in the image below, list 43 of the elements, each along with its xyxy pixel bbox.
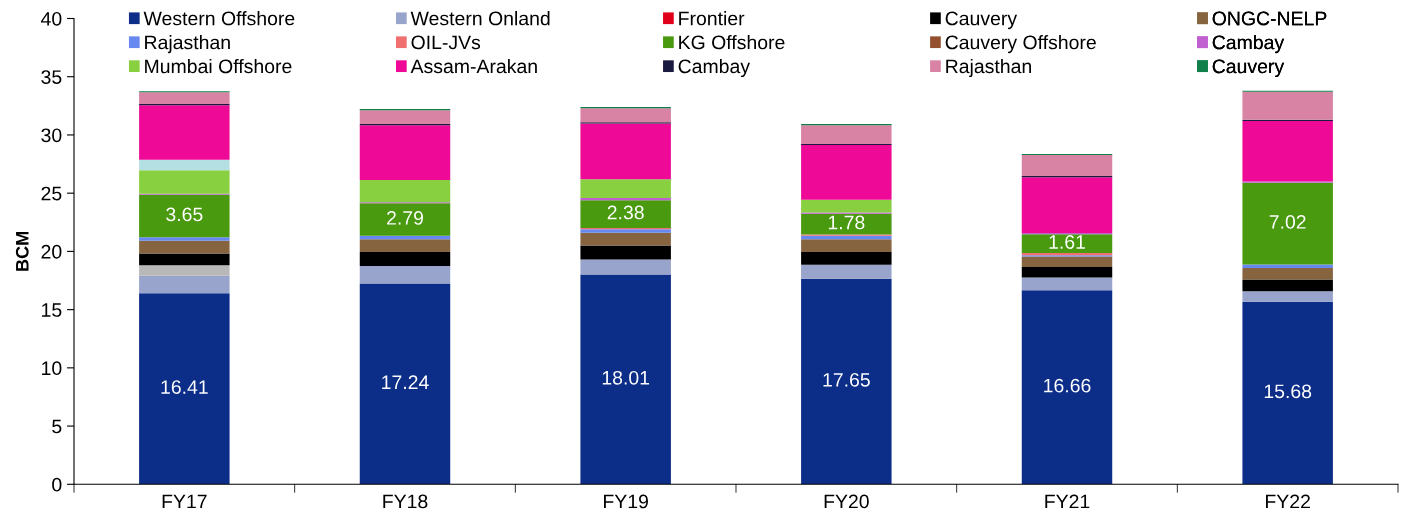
legend-label: KG Offshore (679, 35, 785, 50)
x-tick-label: FY17 (162, 494, 207, 509)
data-label: 2.38 (607, 205, 644, 220)
legend-label: Cauvery (1212, 59, 1285, 78)
y-axis-title: BCM (15, 232, 29, 271)
legend-label: Western Offshore (143, 11, 295, 26)
y-tick-label: 30 (41, 128, 62, 143)
data-label: 17.24 (382, 375, 429, 389)
legend-label: Cambay (1212, 35, 1285, 54)
data-label: 2.79 (387, 211, 423, 225)
data-label: 7.02 (1269, 215, 1306, 229)
y-tick-label: 20 (41, 244, 62, 259)
y-tick-label: 40 (41, 11, 62, 26)
y-tick-label: 0 (52, 477, 62, 492)
data-label: 18.01 (602, 370, 650, 385)
x-tick-label: FY21 (1045, 494, 1090, 509)
y-tick-label: 5 (52, 419, 62, 434)
legend-label: Western Onland (410, 11, 550, 26)
legend-label: Cauvery Offshore (945, 35, 1096, 54)
y-tick-label: 10 (42, 361, 62, 376)
data-label: 15.68 (1264, 384, 1312, 399)
x-tick-label: FY19 (604, 494, 648, 509)
y-tick-label: 15 (42, 303, 62, 317)
y-tick-label: 25 (41, 186, 62, 201)
data-label: 1.61 (1049, 235, 1085, 249)
data-label: 16.66 (1044, 378, 1091, 393)
data-label: 16.41 (161, 380, 208, 394)
legend-label: Assam-Arakan (410, 58, 537, 74)
data-label: 3.65 (166, 207, 203, 222)
legend-label: Rajasthan (145, 35, 230, 54)
legend-label: Cambay (678, 58, 750, 78)
x-tick-label: FY20 (824, 494, 869, 509)
data-label: 17.65 (823, 372, 870, 387)
y-tick-label: 35 (41, 70, 62, 84)
legend-label: OIL-JVs (411, 35, 481, 50)
legend-label: Frontier (679, 11, 745, 26)
legend-label: ONGC-NELP (1212, 11, 1327, 26)
data-label: 1.78 (828, 215, 865, 230)
legend-label: Rajasthan (946, 58, 1031, 78)
legend-label: Mumbai Offshore (145, 58, 292, 74)
legend-label: Cauvery (945, 11, 1018, 30)
x-tick-label: FY18 (383, 494, 428, 509)
x-tick-label: FY22 (1266, 494, 1310, 509)
